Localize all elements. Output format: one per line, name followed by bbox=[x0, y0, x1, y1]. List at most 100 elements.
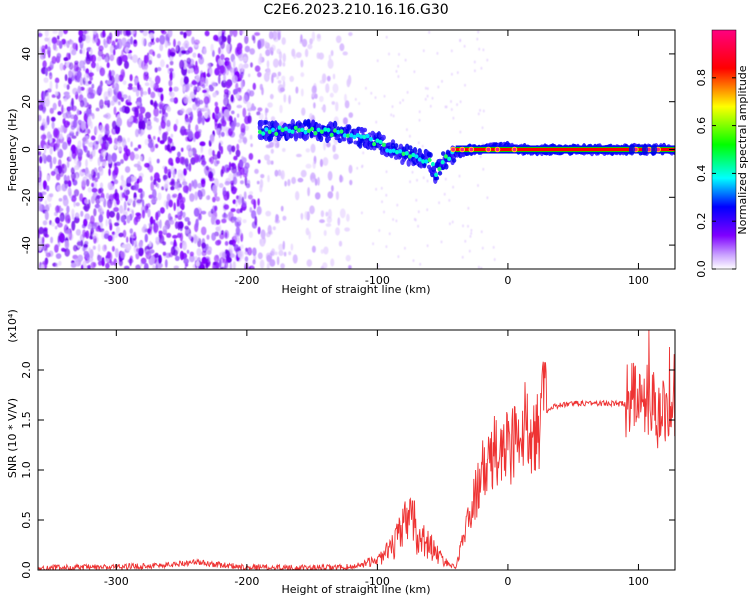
noise-blob bbox=[71, 195, 77, 203]
noise-blob bbox=[155, 211, 159, 221]
noise-blob bbox=[87, 187, 92, 193]
noise-blob bbox=[41, 152, 46, 160]
signal-core bbox=[421, 159, 426, 164]
noise-blob bbox=[289, 75, 295, 82]
noise-blob bbox=[444, 177, 447, 181]
noise-blob bbox=[218, 47, 221, 55]
noise-blob bbox=[141, 199, 145, 207]
noise-blob bbox=[203, 46, 207, 55]
noise-blob bbox=[154, 67, 158, 73]
noise-blob bbox=[243, 173, 247, 178]
noise-blob bbox=[201, 210, 207, 215]
noise-blob bbox=[249, 134, 253, 140]
noise-blob bbox=[214, 101, 218, 107]
noise-blob bbox=[308, 231, 312, 240]
noise-blob bbox=[52, 156, 57, 165]
noise-blob bbox=[39, 53, 46, 60]
noise-blob bbox=[100, 222, 103, 229]
noise-blob bbox=[64, 248, 70, 257]
noise-blob bbox=[125, 148, 131, 157]
noise-blob bbox=[261, 87, 264, 96]
signal-core bbox=[333, 128, 337, 133]
noise-blob bbox=[101, 53, 106, 60]
noise-blob bbox=[38, 32, 43, 38]
noise-blob bbox=[464, 83, 466, 87]
noise-blob bbox=[170, 179, 175, 187]
noise-blob bbox=[127, 95, 132, 104]
noise-blob bbox=[84, 213, 90, 221]
noise-blob bbox=[321, 106, 326, 111]
noise-blob bbox=[129, 151, 135, 161]
noise-blob bbox=[89, 89, 96, 97]
noise-blob bbox=[254, 65, 261, 72]
noise-blob bbox=[160, 30, 165, 33]
noise-blob bbox=[113, 143, 117, 149]
noise-blob bbox=[210, 43, 214, 53]
noise-blob bbox=[91, 187, 98, 193]
noise-blob bbox=[239, 207, 243, 213]
noise-blob bbox=[311, 85, 317, 95]
noise-blob bbox=[208, 84, 213, 90]
noise-blob bbox=[80, 210, 84, 217]
noise-blob bbox=[187, 130, 194, 140]
noise-blob bbox=[205, 165, 209, 171]
noise-blob bbox=[130, 30, 136, 35]
noise-blob bbox=[212, 92, 217, 98]
noise-blob bbox=[207, 171, 214, 179]
noise-blob bbox=[191, 36, 195, 45]
noise-blob bbox=[147, 208, 151, 218]
snr-y-label: SNR (10 * V/V) bbox=[6, 398, 19, 478]
noise-blob bbox=[238, 138, 243, 144]
noise-blob bbox=[183, 211, 186, 218]
noise-blob bbox=[38, 151, 42, 156]
noise-blob bbox=[138, 247, 144, 257]
noise-blob bbox=[141, 37, 146, 46]
noise-blob bbox=[156, 53, 161, 59]
noise-blob bbox=[46, 66, 52, 72]
noise-blob bbox=[51, 56, 57, 64]
noise-blob bbox=[249, 191, 253, 195]
noise-blob bbox=[284, 180, 287, 187]
noise-blob bbox=[240, 80, 244, 90]
noise-blob bbox=[282, 215, 287, 221]
noise-blob bbox=[305, 148, 310, 153]
noise-blob bbox=[78, 35, 83, 44]
noise-blob bbox=[458, 174, 461, 178]
noise-blob bbox=[154, 75, 161, 85]
noise-blob bbox=[206, 234, 210, 240]
noise-blob bbox=[144, 162, 150, 168]
noise-blob bbox=[42, 180, 48, 190]
noise-blob bbox=[332, 73, 336, 80]
noise-blob bbox=[311, 245, 316, 253]
noise-blob bbox=[76, 241, 83, 246]
noise-blob bbox=[144, 82, 150, 87]
noise-blob bbox=[66, 84, 70, 90]
noise-blob bbox=[188, 233, 192, 240]
noise-blob bbox=[339, 43, 345, 52]
noise-blob bbox=[328, 54, 332, 60]
noise-blob bbox=[470, 228, 473, 232]
signal-core bbox=[417, 157, 422, 162]
noise-blob bbox=[397, 255, 400, 259]
noise-blob bbox=[82, 205, 88, 211]
noise-blob bbox=[148, 59, 153, 65]
noise-blob bbox=[177, 169, 183, 178]
y-tick-label: 1.0 bbox=[20, 461, 33, 479]
noise-blob bbox=[110, 100, 115, 106]
noise-blob bbox=[220, 131, 225, 137]
noise-blob bbox=[481, 126, 484, 130]
noise-blob bbox=[236, 42, 243, 51]
signal-core bbox=[352, 134, 357, 140]
noise-blob bbox=[184, 157, 189, 168]
noise-blob bbox=[71, 178, 75, 183]
noise-blob bbox=[417, 141, 420, 145]
noise-blob bbox=[106, 209, 110, 219]
noise-blob bbox=[128, 83, 133, 88]
signal-core bbox=[443, 154, 448, 159]
noise-blob bbox=[205, 77, 209, 87]
noise-blob bbox=[118, 232, 124, 238]
noise-blob bbox=[114, 124, 121, 135]
noise-blob bbox=[127, 53, 132, 59]
noise-blob bbox=[84, 199, 89, 204]
